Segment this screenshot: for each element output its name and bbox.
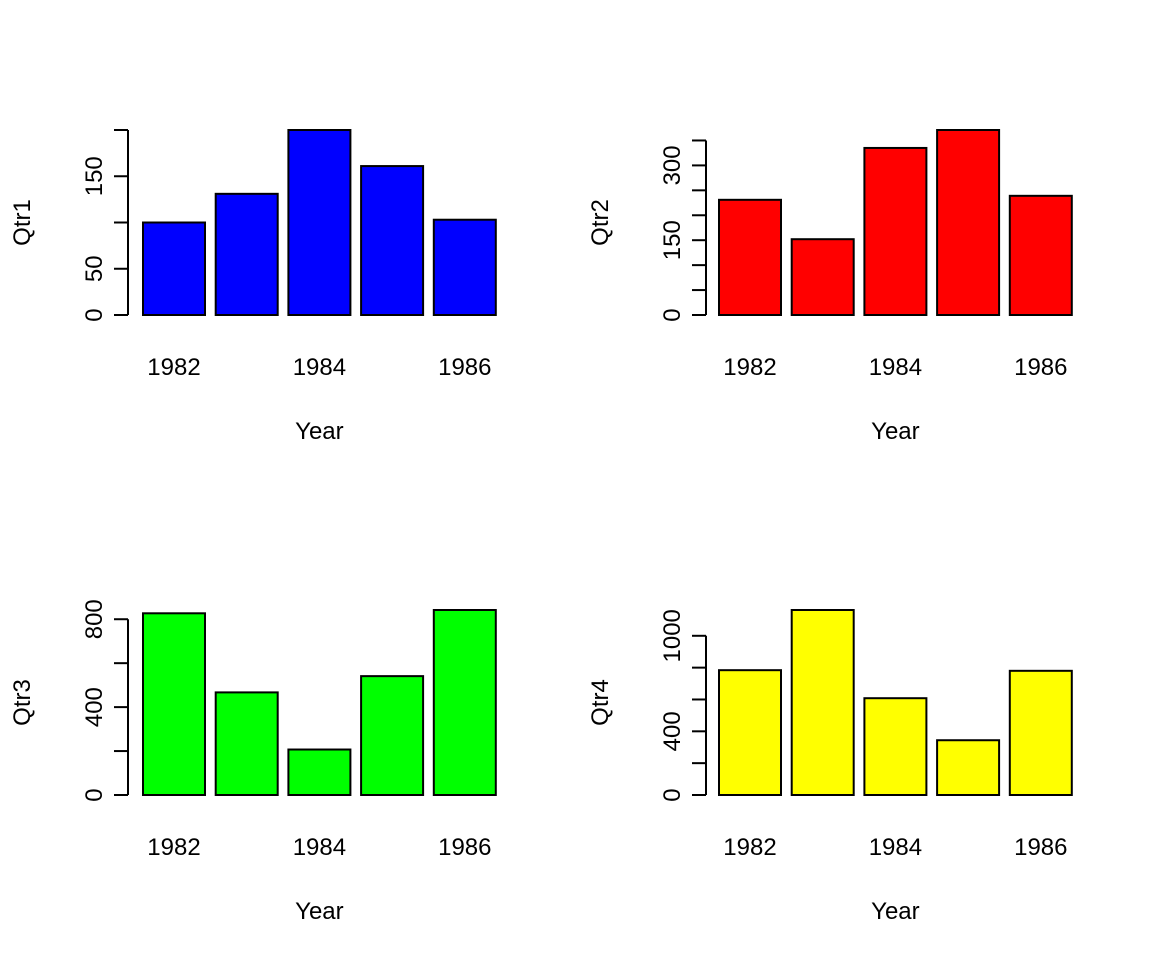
y-tick-label: 0 bbox=[81, 788, 108, 801]
x-tick-label: 1984 bbox=[869, 354, 922, 381]
x-axis-label: Year bbox=[295, 418, 344, 445]
y-tick-label: 0 bbox=[659, 788, 686, 801]
x-axis-label: Year bbox=[871, 418, 920, 445]
bar-1982 bbox=[142, 612, 206, 796]
bar-1982 bbox=[142, 221, 206, 316]
x-tick-label: 1986 bbox=[438, 834, 491, 861]
x-tick-label: 1986 bbox=[1014, 834, 1067, 861]
bar-1984 bbox=[863, 146, 928, 316]
y-tick-label: 1000 bbox=[659, 609, 686, 662]
y-tick-label: 50 bbox=[81, 255, 108, 282]
x-tick-label: 1982 bbox=[147, 354, 200, 381]
bar-1986 bbox=[432, 609, 497, 796]
bar-1985 bbox=[936, 739, 1001, 797]
x-tick-label: 1984 bbox=[293, 354, 346, 381]
y-axis-label: Qtr3 bbox=[9, 679, 36, 726]
y-tick-label: 300 bbox=[659, 145, 686, 185]
y-tick-label: 150 bbox=[659, 220, 686, 260]
y-tick-label: 0 bbox=[659, 308, 686, 321]
bar-1985 bbox=[360, 675, 425, 797]
bar-1983 bbox=[790, 238, 855, 316]
bar-1983 bbox=[214, 192, 279, 316]
x-axis-label: Year bbox=[871, 898, 920, 925]
x-tick-label: 1982 bbox=[723, 354, 776, 381]
x-tick-label: 1982 bbox=[147, 834, 200, 861]
x-tick-label: 1982 bbox=[723, 834, 776, 861]
y-tick-label: 800 bbox=[81, 599, 108, 639]
x-axis-label: Year bbox=[295, 898, 344, 925]
bar-1985 bbox=[360, 165, 425, 316]
y-axis-label: Qtr1 bbox=[9, 199, 36, 246]
panel-qtr3: 0 400 800 Qtr3 1982 1984 1986 Year bbox=[9, 599, 497, 925]
bar-1983 bbox=[790, 609, 855, 796]
bar-1984 bbox=[287, 748, 352, 796]
bar-1982 bbox=[718, 669, 782, 796]
bar-1983 bbox=[214, 691, 279, 797]
x-tick-label: 1986 bbox=[1014, 354, 1067, 381]
y-axis-label: Qtr2 bbox=[587, 199, 614, 246]
bar-1986 bbox=[1008, 194, 1073, 316]
bar-1984 bbox=[287, 129, 352, 316]
bar-1986 bbox=[432, 218, 497, 317]
bar-1985 bbox=[936, 129, 1001, 316]
panel-qtr1: 0 50 150 Qtr1 1982 1984 1986 Year bbox=[9, 129, 497, 445]
y-tick-label: 150 bbox=[81, 156, 108, 196]
x-tick-label: 1984 bbox=[869, 834, 922, 861]
y-tick-label: 0 bbox=[81, 308, 108, 321]
bar-1984 bbox=[863, 697, 928, 796]
y-tick-label: 400 bbox=[659, 711, 686, 751]
panel-qtr4: 0 400 1000 Qtr4 1982 1984 1986 Year bbox=[587, 609, 1073, 925]
y-axis-label: Qtr4 bbox=[587, 679, 614, 726]
bar-1982 bbox=[718, 198, 782, 317]
bar-1986 bbox=[1008, 669, 1073, 797]
x-tick-label: 1984 bbox=[293, 834, 346, 861]
x-tick-label: 1986 bbox=[438, 354, 491, 381]
panel-qtr2: 0 150 300 Qtr2 1982 1984 1986 Year bbox=[587, 129, 1073, 445]
y-tick-label: 400 bbox=[81, 687, 108, 727]
